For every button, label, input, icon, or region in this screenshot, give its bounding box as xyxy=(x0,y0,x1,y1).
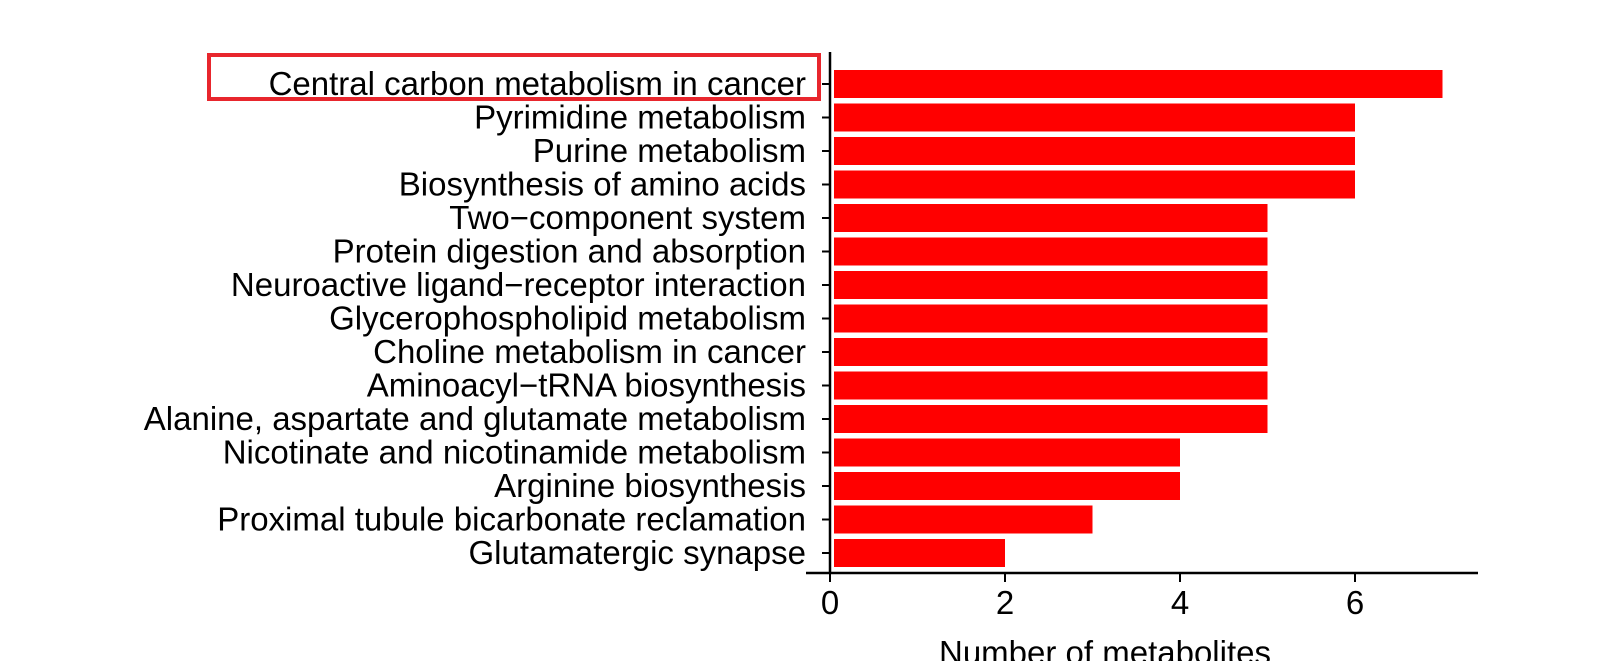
category-label: Protein digestion and absorption xyxy=(333,233,806,270)
category-label: Two−component system xyxy=(449,199,806,236)
bar xyxy=(834,304,1268,333)
y-axis: Central carbon metabolism in cancerPyrim… xyxy=(144,52,832,573)
bar xyxy=(834,505,1093,534)
bar xyxy=(834,371,1268,400)
category-label: Biosynthesis of amino acids xyxy=(399,166,806,203)
bars-group xyxy=(834,70,1443,567)
category-label: Glutamatergic synapse xyxy=(469,534,807,571)
bar xyxy=(834,271,1268,299)
highlight-box xyxy=(207,53,821,101)
bar xyxy=(834,237,1268,266)
bar xyxy=(834,70,1443,98)
bar xyxy=(834,170,1355,199)
bar xyxy=(834,137,1355,165)
bar xyxy=(834,103,1355,132)
x-tick-label: 2 xyxy=(996,584,1014,621)
bar xyxy=(834,204,1268,232)
category-label: Central carbon metabolism in cancer xyxy=(269,65,806,102)
bar xyxy=(834,338,1268,366)
bar xyxy=(834,472,1180,500)
category-label: Purine metabolism xyxy=(533,132,806,169)
x-axis-title: Number of metabolites xyxy=(939,634,1271,661)
bar xyxy=(834,539,1005,567)
x-axis: 0 2 4 6 xyxy=(806,571,1478,621)
category-label: Choline metabolism in cancer xyxy=(373,333,806,370)
category-label: Arginine biosynthesis xyxy=(494,467,806,504)
x-tick-label: 0 xyxy=(821,584,839,621)
category-label: Pyrimidine metabolism xyxy=(474,99,806,136)
category-label: Nicotinate and nicotinamide metabolism xyxy=(223,434,806,471)
category-label: Glycerophospholipid metabolism xyxy=(329,300,806,337)
bar xyxy=(834,405,1268,433)
category-label: Proximal tubule bicarbonate reclamation xyxy=(217,501,806,538)
category-label: Neuroactive ligand−receptor interaction xyxy=(231,266,806,303)
x-tick-label: 6 xyxy=(1346,584,1364,621)
category-label: Alanine, aspartate and glutamate metabol… xyxy=(144,400,806,437)
x-tick-label: 4 xyxy=(1171,584,1189,621)
category-label: Aminoacyl−tRNA biosynthesis xyxy=(367,367,806,404)
bar xyxy=(834,438,1180,467)
